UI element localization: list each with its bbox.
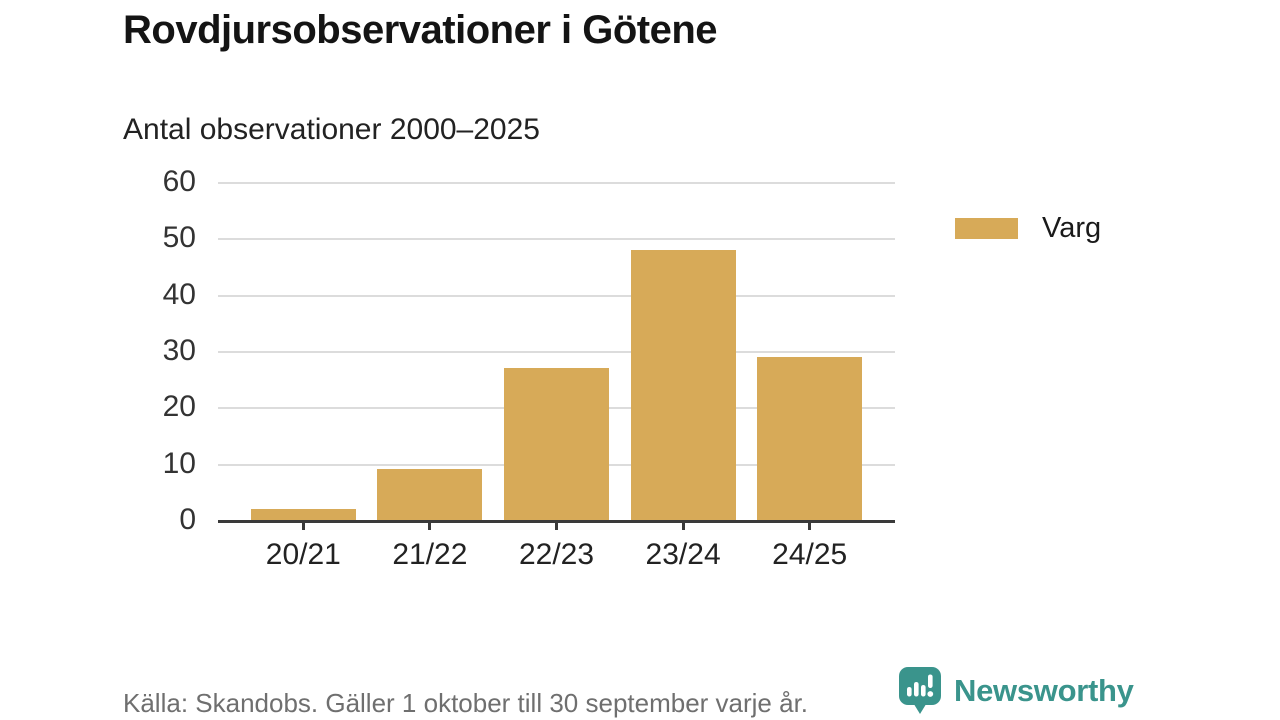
- plot-area: [218, 182, 895, 530]
- x-tick-24-25: [808, 520, 812, 530]
- x-tick-20-21: [301, 520, 305, 530]
- bar-20-21: [250, 508, 356, 520]
- x-tick-21-22: [428, 520, 432, 530]
- y-tick-label-30: 30: [162, 334, 196, 367]
- newsworthy-speech-bubble-chart-icon: [899, 667, 941, 715]
- y-tick-label-20: 20: [162, 390, 196, 424]
- y-tick-label-60: 60: [162, 165, 196, 198]
- y-tick-label-10: 10: [162, 446, 196, 480]
- legend: Varg: [955, 208, 1101, 248]
- x-tick-label-23-24: 23/24: [645, 538, 721, 571]
- gridline-50: [218, 238, 895, 241]
- y-tick-label-0: 0: [179, 503, 196, 536]
- x-tick-label-20-21: 20/21: [265, 538, 341, 571]
- gridline-40: [218, 294, 895, 297]
- x-tick-23-24: [681, 520, 685, 530]
- bar-23-24: [630, 249, 736, 520]
- page-title: Rovdjursobservationer i Götene: [123, 8, 718, 52]
- legend-label-varg: Varg: [1042, 211, 1102, 244]
- x-tick-22-23: [555, 520, 558, 530]
- bar-21-22: [377, 469, 483, 520]
- x-tick-label-22-23: 22/23: [518, 538, 595, 571]
- y-tick-label-40: 40: [162, 277, 196, 311]
- bar-22-23: [504, 367, 609, 520]
- brand-name: Newsworthy: [954, 673, 1134, 708]
- x-tick-label-24-25: 24/25: [772, 538, 848, 571]
- x-tick-label-21-22: 21/22: [392, 538, 468, 571]
- bar-24-25: [757, 356, 863, 520]
- x-axis-labels: 20/21 21/22 22/23 23/24 24/25: [218, 538, 895, 574]
- legend-swatch-varg: [955, 217, 1018, 239]
- y-axis-labels: 0 10 20 30 40 50 60: [122, 167, 196, 535]
- gridline-30: [218, 351, 895, 353]
- gridline-60: [218, 182, 895, 184]
- chart-subtitle: Antal observationer 2000–2025: [123, 113, 540, 146]
- source-note: Källa: Skandobs. Gäller 1 oktober till 3…: [123, 688, 809, 718]
- brand-logo[interactable]: Newsworthy: [899, 666, 1134, 716]
- y-tick-label-50: 50: [162, 221, 196, 255]
